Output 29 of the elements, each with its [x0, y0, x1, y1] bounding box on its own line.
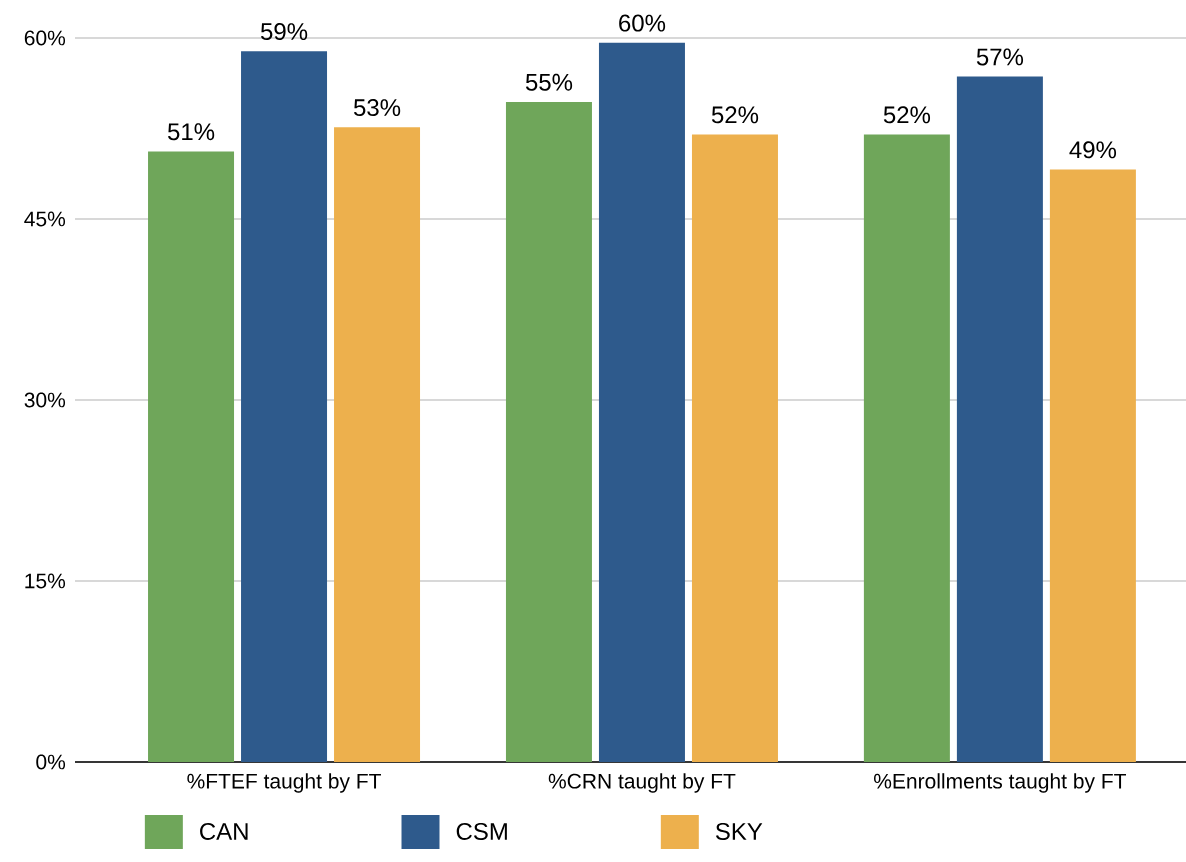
data-label: 59% — [260, 23, 308, 41]
data-label: 51% — [167, 123, 215, 141]
bar — [956, 76, 1043, 762]
data-label: 52% — [711, 106, 759, 124]
y-tick-label: 0% — [36, 754, 66, 770]
x-tick-label: %CRN taught by FT — [548, 773, 736, 793]
data-label: 57% — [976, 48, 1024, 66]
legend-label: CAN — [200, 822, 248, 840]
bar — [148, 151, 235, 762]
legend-label: CSM — [456, 822, 507, 840]
bar — [691, 134, 778, 762]
y-tick-label: 30% — [24, 392, 66, 408]
data-label: 52% — [883, 106, 931, 124]
data-label: 49% — [1069, 141, 1117, 159]
data-label: 60% — [619, 14, 666, 32]
x-tick-label: %FTEF taught by FT — [187, 773, 381, 793]
bar — [334, 127, 421, 762]
bar — [598, 42, 685, 762]
y-tick-label: 60% — [24, 30, 66, 46]
data-label: 55% — [525, 73, 573, 91]
bar — [863, 134, 950, 762]
bar — [505, 101, 592, 762]
x-tick-label: %Enrollments taught by FT — [874, 773, 1127, 793]
bar — [241, 51, 328, 762]
y-tick-label: 45% — [24, 211, 66, 227]
legend-label: SKY — [715, 822, 763, 840]
data-label: 53% — [353, 99, 401, 117]
bar — [1049, 169, 1136, 762]
y-tick-label: 15% — [25, 573, 66, 589]
